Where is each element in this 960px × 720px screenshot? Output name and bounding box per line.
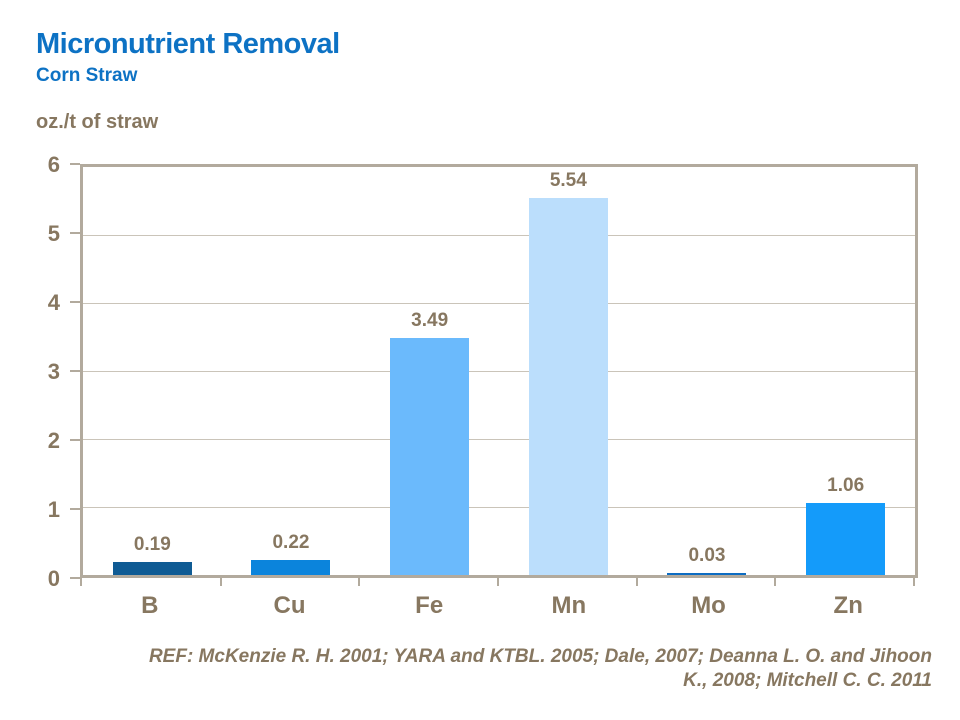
bar-Mn [528, 198, 608, 575]
y-tick-mark [70, 438, 80, 441]
x-category-label-Zn: Zn [833, 592, 863, 619]
gridline [83, 234, 915, 236]
x-category-label-B: B [141, 592, 159, 619]
y-tick-label: 5 [47, 220, 60, 246]
x-category-label-Mo: Mo [691, 592, 726, 619]
bar-Mo [667, 572, 747, 575]
bar-Zn [806, 502, 886, 575]
x-axis-labels: B Cu Fe Mn Mo Zn [80, 592, 918, 624]
bar-column-B: 0.19 [83, 167, 222, 575]
page-subtitle: Corn Straw [36, 65, 138, 86]
reference-line-1: REF: McKenzie R. H. 2001; YARA and KTBL.… [148, 646, 932, 667]
x-tick-mark [80, 577, 82, 586]
x-tick-mark [358, 577, 361, 586]
y-tick-label: 4 [47, 289, 60, 315]
bar-column-Zn: 1.06 [776, 167, 915, 575]
value-label-B: 0.19 [133, 534, 171, 556]
y-axis-unit-label: oz./t of straw [36, 111, 159, 133]
x-category-label-Fe: Fe [415, 592, 444, 619]
x-tick-mark [219, 577, 222, 586]
gridline [83, 507, 915, 508]
y-tick-mark [70, 370, 80, 372]
y-tick-label: 1 [47, 497, 60, 522]
gridline [83, 302, 915, 304]
x-tick-mark [497, 577, 499, 586]
reference-line-2: K., 2008; Mitchell C. C. 2011 [683, 670, 932, 691]
value-label-Mn: 5.54 [549, 170, 587, 192]
x-category-label-Mn: Mn [551, 592, 587, 619]
y-tick-label: 2 [47, 427, 60, 453]
reference-text: REF: McKenzie R. H. 2001; YARA and KTBL.… [52, 645, 932, 693]
value-label-Mo: 0.03 [688, 544, 726, 566]
x-tick-mark [913, 577, 915, 586]
value-label-Fe: 3.49 [411, 309, 449, 331]
y-tick-mark [70, 231, 80, 234]
x-category-label-Cu: Cu [273, 592, 306, 619]
value-label-Zn: 1.06 [827, 474, 865, 496]
gridline [83, 371, 915, 372]
page-title: Micronutrient Removal [36, 28, 340, 60]
x-tick-mark [635, 577, 638, 586]
plot-area: 0.19 0.22 3.49 5.54 0.03 1.06 [80, 164, 918, 586]
gridline [83, 438, 915, 440]
value-label-Cu: 0.22 [272, 532, 310, 554]
x-tick-mark [774, 577, 777, 586]
y-tick-label: 0 [47, 566, 60, 591]
y-tick-label: 6 [47, 152, 60, 177]
y-tick-mark [70, 300, 80, 303]
y-tick-mark [70, 163, 80, 165]
bar-column-Cu: 0.22 [222, 167, 361, 575]
bar-Cu [251, 560, 331, 575]
y-tick-label: 3 [47, 359, 60, 384]
bar-B [112, 562, 192, 575]
y-tick-mark [70, 577, 80, 579]
bar-column-Fe: 3.49 [360, 167, 499, 575]
y-axis: 0 1 2 3 4 5 6 [0, 152, 80, 591]
chart-header: Micronutrient Removal Corn Straw [36, 28, 340, 87]
bar-Fe [390, 337, 470, 575]
bar-column-Mn: 5.54 [499, 167, 638, 575]
bar-column-Mo: 0.03 [638, 167, 777, 575]
y-tick-mark [70, 508, 80, 510]
